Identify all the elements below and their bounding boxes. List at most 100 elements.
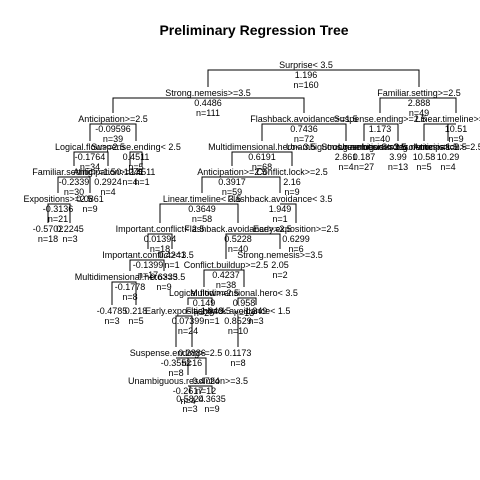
node-value-label: 0.8529 [224,316,252,326]
node-count-label: n=13 [388,162,408,172]
tree-edge [237,297,244,305]
split-node: Conflict.lock>=2.52.16n=9 [256,167,328,197]
node-count-label: n=30 [64,187,84,197]
node-value-label: 0.1173 [225,348,252,358]
tree-edge [202,203,239,223]
diagram-title: Preliminary Regression Tree [159,22,348,38]
node-value-label: 0.5228 [224,234,252,244]
node-split-label: Flashback.avoidance>=1.5 [250,114,358,124]
node-split-label: Logical.flow>=2.5 [55,142,125,152]
node-value-label: 0.218 [125,306,148,316]
node-value-label: 1.349 [245,306,268,316]
split-node: Strong.nemesis>=2.510.58n=5 [381,142,467,172]
node-count-label: n=2 [272,270,287,280]
tree-edge [47,203,58,223]
node-count-label: n=39 [103,134,123,144]
node-value-label: 0.4724 [192,376,220,386]
tree-edge [363,123,380,141]
node-split-label: Strong.nemesis>=3.5 [237,250,323,260]
node-split-label: Anticipation>=1.5 [73,167,143,177]
node-count-label: n=3 [182,404,197,414]
node-split-label: Suspense.ending>=2.5 [334,114,427,124]
tree-edge [176,357,207,375]
node-split-label: Conflict.buildup>=2.5 [184,260,269,270]
node-count-label: n=4 [440,162,455,172]
tree-edge [136,151,143,166]
node-count-label: n=8 [168,368,183,378]
split-node: Unambiguous.resolution>=1.53.99n=13 [338,142,458,172]
node-value-label: -0.09596 [95,124,131,134]
node-split-label: Suspense.ending< 2.5 [91,142,181,152]
tree-edge [204,297,213,305]
tree-edge [380,123,399,141]
tree-edge [89,123,113,141]
node-split-label: Linear.timeline>=3.5 [415,114,480,124]
tree-edge [379,97,419,113]
node-value-label: 0.3917 [218,177,246,187]
node-split-label: Important.conflict< 2.5 [116,224,205,234]
node-value-label: -0.4785 [97,306,128,316]
node-value-label: 0.4511 [123,152,150,162]
node-value-label: 1.949 [201,306,224,316]
tree-edge [423,123,456,141]
node-value-label: 0.2924 [94,177,122,187]
node-count-label: n=27 [354,162,374,172]
tree-edge [74,176,91,193]
tree-edge [113,123,137,141]
tree-edge [225,233,238,259]
node-split-label: Familiar.setting>=1.5 [32,167,116,177]
node-value-label: 1.196 [295,70,318,80]
node-value-label: 2.16 [283,177,301,187]
tree-edge [147,233,160,249]
node-count-label: n=4 [338,162,353,172]
node-count-label: n=4 [180,396,195,406]
tree-edge [201,176,232,193]
tree-edge [130,281,137,305]
tree-edge [238,233,281,249]
node-value-label: 0.6335 [150,272,178,282]
node-count-label: n=111 [196,108,220,118]
node-count-label: n=9 [204,404,219,414]
node-value-label: 0.2886 [178,348,206,358]
node-value-label: -0.1778 [115,282,146,292]
node-value-label: -0.1399 [133,260,164,270]
node-split-label: Anticipation>=2.5 [413,142,480,152]
node-value-label: 1.949 [269,204,292,214]
node-count-label: n=3 [62,234,77,244]
node-count-label: n=17 [138,270,158,280]
node-split-label: Multidimensional.hero< 3.5 [208,142,316,152]
node-count-label: n=40 [370,134,390,144]
node-value-label: 10.51 [445,124,468,134]
node-count-label: n=18 [150,244,170,254]
node-split-label: Early.exposition>=3.5 [145,306,231,316]
node-count-label: n=4 [122,177,137,187]
node-value-label: 10.29 [437,152,460,162]
split-node: Linear.timeline>=3.510.51n=9 [415,114,480,144]
node-split-label: Early.exposition>=2.5 [253,224,339,234]
node-value-label: 0.4237 [212,270,240,280]
node-count-label: n=9 [156,282,171,292]
node-count-label: n=34 [80,162,100,172]
tree-edge [57,176,74,193]
node-split-label: Strong.nemesis>=3.5 [165,88,251,98]
node-value-label: -0.3136 [43,204,74,214]
tree-edge [160,233,173,249]
node-split-label: Logical.flow>=2.5 [169,288,239,298]
node-split-label: Expositions>=2.5 [23,194,92,204]
node-value-label: 0.7436 [290,124,318,134]
node-split-label: Multidimensional.hero>=3.5 [75,272,186,282]
tree-edge [129,151,136,166]
